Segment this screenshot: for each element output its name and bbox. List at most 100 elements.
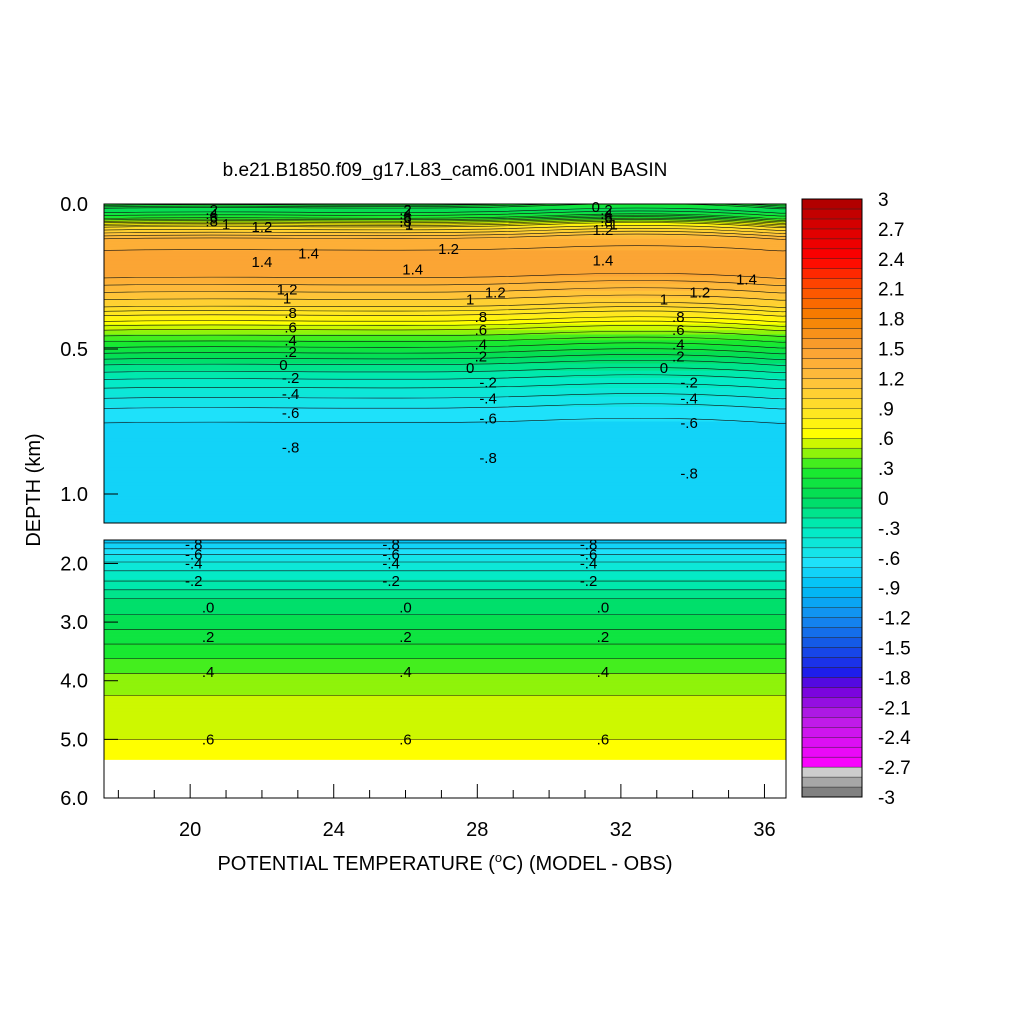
lower-band bbox=[104, 561, 786, 565]
colorbar-swatch bbox=[801, 727, 863, 738]
colorbar-swatch bbox=[801, 667, 863, 678]
upper-band bbox=[104, 233, 786, 236]
lower-band bbox=[104, 611, 786, 614]
contour-label: -.4 bbox=[185, 555, 203, 572]
upper-band bbox=[104, 343, 786, 346]
lower-band bbox=[104, 605, 786, 609]
upper-band bbox=[104, 514, 786, 517]
lower-band bbox=[104, 633, 786, 636]
upper-band bbox=[104, 453, 786, 456]
lower-band bbox=[104, 619, 786, 622]
colorbar-label: -1.5 bbox=[878, 639, 911, 660]
lower-panel-frame bbox=[103, 539, 787, 799]
contour-label: .6 bbox=[475, 322, 488, 339]
upper-band bbox=[104, 480, 786, 483]
upper-band bbox=[104, 489, 786, 492]
upper-band bbox=[104, 264, 786, 267]
upper-band bbox=[104, 375, 786, 378]
upper-band bbox=[104, 304, 786, 307]
upper-band bbox=[104, 212, 786, 215]
contour-line bbox=[104, 374, 786, 381]
x-axis: 20 24 28 32 36 bbox=[117, 784, 776, 841]
lower-band bbox=[104, 603, 786, 606]
lower-band bbox=[104, 636, 786, 639]
upper-band bbox=[104, 446, 786, 449]
colorbar-swatch bbox=[801, 418, 863, 429]
upper-band bbox=[104, 311, 786, 314]
upper-band bbox=[104, 424, 786, 427]
contour-line bbox=[104, 204, 786, 210]
lower-band bbox=[104, 673, 786, 676]
lower-band bbox=[104, 733, 786, 736]
lower-band bbox=[104, 547, 786, 550]
upper-band bbox=[104, 260, 786, 263]
colorbar-swatch bbox=[801, 457, 863, 469]
upper-band bbox=[104, 428, 786, 431]
lower-band bbox=[104, 604, 786, 607]
lower-band bbox=[104, 698, 786, 701]
lower-band bbox=[104, 642, 786, 645]
lower-band bbox=[104, 660, 786, 663]
lower-band bbox=[104, 734, 786, 738]
lower-band bbox=[104, 559, 786, 562]
contour-label: 1.4 bbox=[593, 253, 614, 270]
contour-label: -.6 bbox=[580, 547, 598, 564]
upper-band bbox=[104, 353, 786, 356]
colorbar-swatch bbox=[801, 338, 863, 349]
colorbar-swatch bbox=[801, 477, 863, 489]
lower-band bbox=[104, 736, 786, 739]
upper-band bbox=[104, 405, 786, 408]
lower-band bbox=[104, 689, 786, 692]
contour-label: .4 bbox=[600, 206, 613, 223]
contour-line bbox=[104, 228, 786, 234]
lower-band bbox=[104, 542, 786, 545]
colorbar-swatch bbox=[801, 278, 863, 289]
contour-line bbox=[104, 207, 786, 214]
upper-band bbox=[104, 443, 786, 446]
x-tick-label: 36 bbox=[753, 819, 775, 841]
lower-band bbox=[104, 649, 786, 653]
lower-band bbox=[104, 755, 786, 758]
upper-band bbox=[104, 415, 786, 418]
lower-band bbox=[104, 648, 786, 651]
upper-band bbox=[104, 491, 786, 494]
upper-band bbox=[104, 431, 786, 434]
upper-band bbox=[104, 451, 786, 454]
lower-band bbox=[104, 645, 786, 648]
contour-label: .4 bbox=[672, 337, 685, 354]
lower-fill bbox=[104, 540, 786, 760]
upper-band bbox=[104, 246, 786, 249]
lower-band bbox=[104, 652, 786, 655]
lower-band bbox=[104, 701, 786, 704]
colorbar-swatch bbox=[801, 358, 863, 369]
upper-band bbox=[104, 364, 786, 367]
lower-band bbox=[104, 579, 786, 582]
upper-band bbox=[104, 315, 786, 318]
colorbar-swatch bbox=[801, 717, 863, 728]
contour-label: .0 bbox=[597, 599, 610, 616]
contour-label: -.6 bbox=[282, 405, 300, 422]
contour-label: .8 bbox=[399, 213, 412, 230]
contour-label: -.4 bbox=[382, 555, 400, 572]
contour-label: 1 bbox=[283, 290, 291, 307]
upper-band bbox=[104, 411, 786, 414]
upper-band bbox=[104, 420, 786, 423]
x-tick-label: 32 bbox=[610, 819, 632, 841]
upper-band bbox=[104, 279, 786, 282]
colorbar-label: 1.2 bbox=[878, 369, 904, 390]
contour-label: -.6 bbox=[479, 411, 497, 428]
chart-title: b.e21.B1850.f09_g17.L83_cam6.001 INDIAN … bbox=[223, 160, 668, 181]
upper-band bbox=[104, 331, 786, 334]
upper-band bbox=[104, 227, 786, 230]
upper-band bbox=[104, 338, 786, 341]
lower-band bbox=[104, 544, 786, 547]
lower-band bbox=[104, 740, 786, 743]
upper-band bbox=[104, 501, 786, 504]
lower-band bbox=[104, 545, 786, 548]
contour-label: -.6 bbox=[382, 547, 400, 564]
lower-band bbox=[104, 614, 786, 617]
upper-band bbox=[104, 438, 786, 441]
contour-line bbox=[104, 230, 786, 237]
upper-band bbox=[104, 317, 786, 320]
